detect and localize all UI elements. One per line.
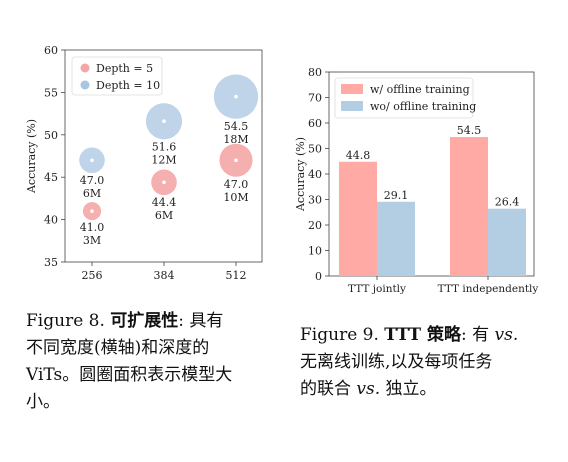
y-tick-label: 10: [308, 245, 322, 258]
figure-9-line2: 无离线训练,以及每项任务: [300, 352, 493, 372]
figure-8-number: Figure 8.: [26, 311, 105, 331]
figure-9-caption: Figure 9. TTT 策略: 有 vs. 无离线训练,以及每项任务 的联合…: [300, 322, 562, 403]
y-tick-label: 40: [308, 168, 322, 181]
legend-swatch: [341, 84, 363, 94]
legend: Depth = 5 Depth = 10: [71, 56, 163, 96]
figure-8-line1: 具有: [189, 311, 224, 331]
y-tick-label: 60: [308, 117, 322, 130]
bar: [377, 201, 415, 276]
bar: [339, 161, 377, 276]
bubble-center-dot: [234, 158, 238, 163]
figure-8-colon: :: [178, 311, 185, 331]
bubble-chart: 35 40 45 50 55 60 256 384 512 Accuracy (%) 41.03M 4…: [25, 44, 263, 282]
bubble-value-label: 51.6: [152, 140, 177, 153]
y-tick-label: 35: [44, 256, 58, 269]
bar-value-label: 44.8: [346, 149, 371, 162]
figure-9-colon: :: [460, 325, 467, 345]
bubble-center-dot: [90, 158, 94, 163]
bubble-size-label: 3M: [83, 234, 101, 247]
figure-8-line4: 小。: [26, 392, 60, 412]
legend: w/ offline training wo/ offline training: [334, 77, 476, 119]
y-tick-label: 20: [308, 219, 322, 232]
legend-box: [334, 77, 474, 119]
y-tick-label: 50: [44, 129, 58, 142]
y-axis-label: Accuracy (%): [294, 137, 307, 212]
bubble-value-label: 47.0: [224, 178, 249, 191]
x-tick-label: 512: [226, 269, 247, 282]
bubble-center-dot: [90, 209, 94, 213]
legend-label: w/ offline training: [370, 83, 470, 96]
plot-frame: [64, 49, 263, 263]
figure-8-caption: Figure 8. 可扩展性: 具有 不同宽度(横轴)和深度的 ViTs。圆圈面…: [26, 308, 276, 416]
legend-label: Depth = 5: [96, 62, 153, 75]
legend-label: Depth = 10: [96, 79, 160, 92]
figure-8-line3: ViTs。圆圈面积表示模型大: [26, 365, 233, 385]
y-tick-label: 60: [44, 44, 58, 57]
legend-marker: [80, 63, 90, 73]
x-tick-label: TTT independently: [438, 283, 539, 295]
y-tick-label: 50: [308, 143, 322, 156]
figure-8-line2: 不同宽度(横轴)和深度的: [26, 338, 210, 358]
y-tick-label: 40: [44, 214, 58, 227]
bubble-value-label: 41.0: [80, 221, 105, 234]
figure-9-number: Figure 9.: [300, 325, 379, 345]
legend-box: [71, 56, 163, 96]
bubble-center-dot: [162, 119, 166, 124]
bubble-value-label: 54.5: [224, 120, 249, 133]
bar: [488, 208, 526, 276]
y-tick-label: 30: [308, 194, 322, 207]
y-tick-label: 0: [315, 270, 322, 283]
bubble-center-dot: [162, 180, 166, 185]
bubble-size-label: 6M: [83, 187, 101, 200]
legend-label: wo/ offline training: [370, 100, 476, 113]
y-tick-label: 70: [308, 92, 322, 105]
x-tick-label: TTT jointly: [348, 283, 406, 295]
figure-9-line1: 有: [472, 325, 490, 345]
figure-9-line3-pre: 的联合: [300, 379, 351, 399]
y-tick-label: 55: [44, 86, 58, 99]
legend-marker: [80, 80, 90, 90]
figure-9-line3-post: 独立。: [385, 379, 437, 399]
x-tick-label: 384: [154, 269, 175, 282]
legend-swatch: [341, 101, 363, 111]
figure-9-title: TTT 策略: [384, 325, 461, 345]
figure-8-title: 可扩展性: [110, 311, 179, 331]
bar-value-label: 26.4: [495, 196, 520, 209]
bubble-size-label: 12M: [151, 153, 176, 166]
bar: [450, 137, 488, 276]
bar-chart: 0 10 20 30 40 50 60 70 80 Accuracy (%) TTT jointly…: [294, 66, 539, 295]
bubble-size-label: 18M: [223, 133, 248, 146]
bubble-size-label: 6M: [155, 209, 173, 222]
figure-9-vs-1: vs.: [494, 325, 519, 345]
bubble-center-dot: [234, 94, 238, 99]
bubble-size-label: 10M: [223, 191, 248, 204]
x-tick-label: 256: [82, 269, 103, 282]
figure-9-vs-2: vs.: [356, 379, 381, 399]
y-axis-label: Accuracy (%): [25, 119, 38, 194]
y-tick-label: 80: [308, 66, 322, 79]
y-tick-label: 45: [44, 171, 58, 184]
bar-value-label: 29.1: [384, 189, 409, 202]
bar-value-label: 54.5: [457, 124, 482, 137]
bubble-value-label: 47.0: [80, 174, 105, 187]
bubble-value-label: 44.4: [152, 196, 177, 209]
